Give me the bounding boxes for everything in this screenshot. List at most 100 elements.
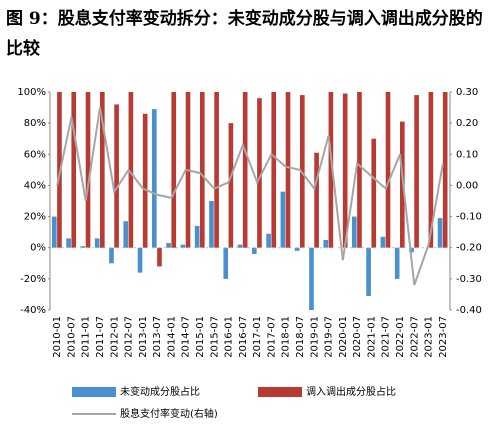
bar [385,92,391,248]
y-tick-label: -20% [20,274,46,285]
bar [266,233,271,248]
y2-tick-label: -0.20 [456,243,482,254]
bar [371,138,377,248]
x-tick-label: 2011-01 [81,316,92,358]
x-tick-label: 2020-01 [338,316,349,358]
y-tick-label: 80% [24,118,46,129]
bar [380,236,386,248]
x-tick-label: 2015-01 [195,316,206,358]
bar [237,244,243,248]
x-tick-label: 2015-07 [209,316,220,358]
bar [394,247,400,279]
x-tick-label: 2013-07 [152,316,163,358]
x-tick-label: 2016-07 [238,316,249,358]
x-tick-label: 2022-07 [409,316,420,358]
bar [66,238,71,248]
bar [166,243,171,248]
x-tick-label: 2018-01 [281,316,292,358]
y2-tick-label: -0.10 [456,212,482,223]
bar [223,247,229,279]
x-tick-label: 2012-01 [109,316,120,358]
bar [437,218,443,248]
bar [228,123,234,248]
legend-label: 股息支付率变动(右轴) [120,407,218,420]
bar [200,92,205,248]
bar [428,92,434,248]
x-tick-label: 2010-01 [52,316,63,358]
bar [52,216,57,248]
bar [171,92,177,248]
bar [157,247,162,267]
bar [142,113,148,248]
x-tick-label: 2017-07 [266,316,277,358]
x-tick-label: 2014-01 [166,316,177,358]
legend-swatch [258,387,302,397]
bar [357,92,362,248]
y-tick-label: 100% [17,87,46,98]
x-tick-label: 2021-01 [366,316,377,358]
x-tick-label: 2021-07 [381,316,392,358]
bar [352,216,357,248]
bar [342,93,348,248]
bar [280,191,286,248]
bar [314,152,319,248]
legend-label: 调入调出成分股占比 [306,385,396,398]
bar [114,104,119,248]
y-tick-label: 0% [30,243,46,254]
bar [328,92,334,248]
x-tick-label: 2013-01 [138,316,149,358]
x-tick-label: 2018-07 [295,316,306,358]
bar [257,98,262,248]
bar [294,247,300,251]
bar [71,92,77,248]
line-series [56,107,444,286]
x-tick-label: 2010-07 [66,316,77,358]
bar [442,92,448,248]
y-tick-label: 20% [24,212,46,223]
y2-tick-label: 0.30 [456,87,478,98]
x-tick-label: 2019-01 [309,316,320,358]
bar [242,92,248,248]
x-tick-label: 2016-01 [224,316,235,358]
x-tick-label: 2022-01 [395,316,406,358]
bar [366,247,371,296]
bar [128,92,134,248]
bar [80,246,86,248]
x-tick-label: 2014-07 [181,316,192,358]
legend-label: 未变动成分股占比 [120,385,200,398]
bar [414,95,419,248]
bar [309,247,314,310]
bar [123,221,129,248]
bar [137,247,143,273]
y2-tick-label: 0.10 [456,149,478,160]
bar [323,239,329,248]
bar [194,225,200,248]
bar [271,92,277,248]
y2-tick-label: 0.00 [456,180,478,191]
y-tick-label: -40% [20,305,46,316]
x-tick-label: 2020-07 [352,316,363,358]
x-tick-label: 2011-07 [95,316,106,358]
bar [209,201,214,248]
chart-title: 图 9：股息支付率变动拆分：未变动成分股与调入调出成分股的比较 [6,9,483,59]
bar [152,109,157,248]
x-tick-label: 2019-07 [324,316,335,358]
bar [109,247,114,264]
bar [180,244,186,248]
bar [94,238,100,248]
y-tick-label: 40% [24,180,46,191]
legend-swatch [72,387,116,397]
x-tick-label: 2012-07 [124,316,135,358]
bar [252,247,257,254]
bar [214,92,219,248]
y2-tick-label: 0.20 [456,118,478,129]
bar [285,92,291,248]
x-tick-label: 2017-01 [252,316,263,358]
x-tick-label: 2023-07 [438,316,449,358]
x-tick-label: 2023-01 [424,316,435,358]
bar [85,92,91,248]
y2-tick-label: -0.30 [456,274,482,285]
y-tick-label: 60% [24,149,46,160]
